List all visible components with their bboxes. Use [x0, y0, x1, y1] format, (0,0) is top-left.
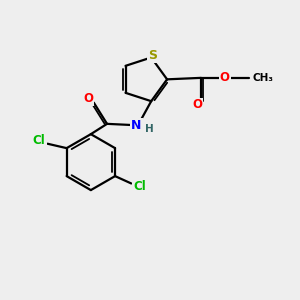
Text: Cl: Cl: [33, 134, 46, 147]
Text: O: O: [192, 98, 203, 111]
Text: O: O: [220, 71, 230, 84]
Text: Cl: Cl: [133, 180, 146, 193]
Text: N: N: [131, 119, 142, 132]
Text: O: O: [83, 92, 94, 105]
Text: S: S: [148, 49, 157, 62]
Text: CH₃: CH₃: [252, 73, 273, 83]
Text: H: H: [145, 124, 154, 134]
